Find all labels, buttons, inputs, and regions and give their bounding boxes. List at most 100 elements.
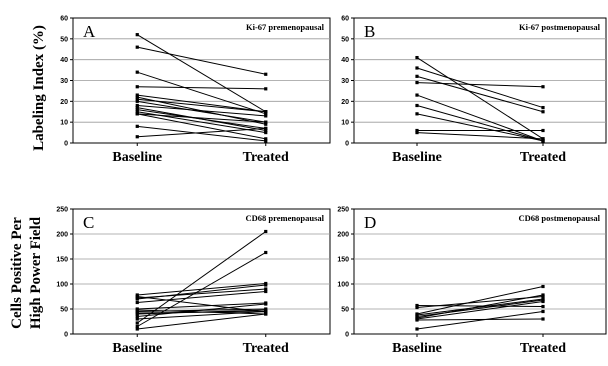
panel-a-subject-line (137, 46, 266, 75)
panel-c-treated-point (264, 302, 268, 306)
panel-a-treated-point (264, 139, 268, 143)
panel-c: 0 50 100 150 200 250 Baseline Treated C CD68 prem… (56, 207, 331, 356)
panel-c-letter: C (83, 213, 94, 232)
panel-d-treated-point (541, 284, 545, 289)
panel-b-subject-line (416, 75, 544, 113)
panel-b-ytick-label: 20 (341, 99, 349, 106)
panel-b-treated-point (541, 110, 545, 114)
panel-c-treated-point (264, 250, 268, 255)
panel-b-treated-point (541, 128, 545, 133)
panel-a-treated-point (264, 110, 268, 114)
panel-c-ytick-label: 0 (64, 332, 68, 339)
panel-a-baseline-point (135, 33, 139, 37)
panel-b-baseline-point (415, 74, 419, 78)
panel-c-ytick-label: 50 (60, 307, 68, 314)
panel-c-title: CD68 premenopausal (246, 213, 325, 223)
panel-a-treated-point (264, 72, 268, 76)
panel-c-baseline-point (135, 314, 139, 319)
panel-b-baseline-point (415, 66, 419, 70)
panel-d-baseline-point (415, 318, 419, 322)
panel-c-subject-line (137, 284, 266, 300)
panel-b-baseline-point (415, 80, 419, 85)
panel-d-treated-point (541, 293, 545, 297)
panel-a-subject-line (137, 125, 266, 142)
panel-b-subject-line (416, 67, 544, 109)
panel-b-treated-point (541, 137, 545, 141)
panel-a: 0 10 20 30 40 50 60 Baseline Treated A Ki-67 preme… (60, 16, 331, 165)
panel-a-baseline-point (135, 45, 139, 49)
panel-a-letter: A (83, 22, 96, 41)
panel-c-ytick-label: 250 (56, 207, 68, 214)
figure-y-labels: Labeling Index (%) Cells Positive Per Hi… (9, 25, 47, 329)
panel-a-subject-line (137, 127, 266, 138)
panel-b-baseline-point (415, 93, 419, 97)
panel-a-baseline-point (135, 103, 139, 108)
panel-d-treated-point (541, 317, 545, 321)
panel-a-ytick-label: 30 (60, 78, 68, 85)
panel-b-ytick-label: 50 (341, 36, 349, 43)
panel-d: 0 50 100 150 200 250 Baseline Treated D CD68 post… (337, 207, 607, 356)
panel-a-baseline-point (135, 108, 139, 112)
panel-a-baseline-point (135, 124, 139, 128)
panel-b-ytick-label: 0 (345, 141, 349, 148)
panel-a-treated-point (264, 114, 268, 118)
panel-d-subject-line (416, 311, 544, 330)
panel-a-baseline-point (135, 105, 139, 110)
panel-c-treated-point (264, 287, 268, 291)
panel-c-baseline-point (135, 327, 139, 331)
panel-a-ytick-label: 0 (64, 141, 68, 148)
panel-c-baseline-point (135, 312, 139, 316)
panel-c-subject-line (137, 291, 266, 303)
panel-c-treated-point (264, 312, 268, 316)
panel-a-ytick-label: 50 (60, 36, 68, 43)
panel-a-treated-point (264, 122, 268, 126)
panel-c-treated-point (264, 229, 268, 234)
y-label-top: Labeling Index (%) (31, 25, 47, 151)
panel-d-frame (353, 208, 607, 335)
panel-b-baseline-point (415, 103, 419, 108)
panel-c-treated-point (264, 309, 268, 314)
panel-d-ytick-label: 200 (337, 232, 349, 239)
panel-b-subject-line (416, 132, 544, 140)
panel-a-subject-line (137, 105, 266, 117)
panel-b-ytick-label: 40 (341, 57, 349, 64)
panel-c-subject-line (136, 231, 267, 324)
panel-c-treated-point (264, 283, 268, 287)
panel-b-baseline-point (415, 55, 419, 60)
panel-a-treated-point (264, 130, 268, 135)
panel-d-subject-line (416, 301, 544, 320)
panel-b-ytick-label: 60 (341, 16, 349, 23)
panel-a-baseline-point (135, 95, 139, 99)
panel-a-xtick-label-treated: Treated (243, 150, 289, 165)
panel-d-subject-line (416, 318, 544, 321)
panel-a-treated-point (264, 87, 268, 91)
panel-a-subject-line (136, 34, 267, 113)
panel-b-subject-line (416, 57, 544, 140)
panel-c-subject-line (137, 252, 266, 327)
panel-a-treated-point (264, 137, 268, 141)
panel-b-subject-line (416, 82, 544, 88)
panel-a-treated-point (264, 128, 268, 133)
chart-panels: 0 10 20 30 40 50 60 Baseline Treated A Ki-67 preme… (56, 16, 607, 356)
panel-d-ytick-label: 250 (337, 207, 349, 214)
panel-c-subject-line (137, 311, 266, 320)
y-label-bottom-line1: Cells Positive Per (9, 217, 25, 329)
panel-d-baseline-point (415, 327, 419, 331)
panel-c-subject-line (137, 309, 266, 315)
panel-d-ytick-label: 150 (337, 257, 349, 264)
panel-a-baseline-point (135, 85, 139, 89)
panel-a-baseline-point (135, 93, 139, 97)
panel-a-baseline-point (135, 110, 139, 114)
panel-c-xtick-label-treated: Treated (243, 341, 289, 356)
panel-c-treated-point (264, 289, 268, 294)
panel-c-baseline-point (135, 297, 139, 301)
panel-c-baseline-point (135, 300, 139, 305)
panel-a-baseline-point (135, 97, 139, 101)
panel-b-treated-point (541, 85, 545, 89)
panel-a-baseline-point (135, 135, 139, 139)
panel-d-treated-point (541, 299, 545, 304)
panel-d-ytick-label: 0 (345, 332, 349, 339)
panel-d-xtick-label-treated: Treated (520, 341, 566, 356)
panel-a-baseline-point (135, 99, 139, 103)
panel-d-baseline-point (415, 305, 419, 310)
